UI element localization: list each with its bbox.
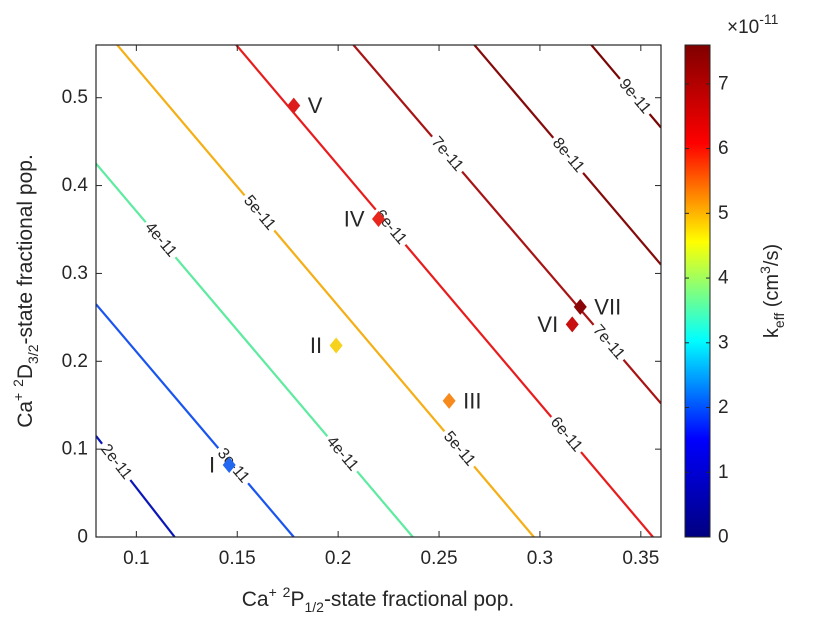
x-title-rest: -state fractional pop. bbox=[324, 588, 514, 611]
point-I bbox=[222, 456, 236, 473]
y-title-sup2: 2 bbox=[10, 379, 26, 387]
x-tick-label: 0.25 bbox=[421, 548, 458, 569]
point-VII bbox=[573, 298, 587, 315]
colorbar-title: keff (cm3/s) bbox=[757, 244, 787, 338]
colorbar-tick-label: 6 bbox=[718, 138, 729, 159]
contour-label-bg bbox=[545, 131, 591, 180]
contour-label-bg bbox=[319, 429, 365, 478]
point-label-VI: VI bbox=[537, 312, 558, 337]
contour-line-3e-11 bbox=[96, 303, 295, 537]
colorbar-title-unit: (cm bbox=[761, 274, 783, 313]
contour-line-6e-11 bbox=[234, 45, 654, 537]
y-tick-label: 0.5 bbox=[62, 87, 88, 108]
point-V bbox=[287, 97, 301, 114]
x-tick-label: 0.15 bbox=[219, 548, 256, 569]
contour-label-bg bbox=[94, 437, 139, 487]
colorbar-title-end: /s) bbox=[761, 244, 783, 266]
colorbar-title-sup: 3 bbox=[757, 266, 773, 274]
y-title-sup1: + bbox=[10, 393, 26, 401]
x-tick-label: 0.2 bbox=[325, 548, 351, 569]
y-title-letter: D bbox=[14, 364, 37, 379]
contour-label-bg bbox=[612, 72, 658, 121]
contour-label-bg bbox=[585, 318, 632, 367]
point-IV bbox=[372, 210, 385, 227]
contour-label-bg bbox=[236, 188, 282, 237]
point-label-V: V bbox=[308, 93, 323, 118]
x-tick-label: 0.1 bbox=[123, 548, 149, 569]
colorbar-title-sub: eff bbox=[771, 313, 787, 328]
plot-background bbox=[96, 45, 661, 537]
y-tick-label: 0 bbox=[77, 527, 88, 548]
x-title-sup2: 2 bbox=[283, 584, 291, 600]
y-axis-title: Ca+ 2D3/2-state fractional pop. bbox=[10, 154, 41, 428]
colorbar-exponent-base: ×10 bbox=[727, 17, 759, 38]
y-tick-label: 0.2 bbox=[62, 351, 88, 372]
colorbar-tick-label: 1 bbox=[718, 462, 729, 483]
y-title-base: Ca bbox=[14, 401, 37, 428]
point-II bbox=[329, 337, 343, 354]
y-tick-label: 0.1 bbox=[62, 439, 88, 460]
colorbar-tick-label: 4 bbox=[718, 268, 729, 289]
x-tick-label: 0.3 bbox=[527, 548, 553, 569]
point-label-I: I bbox=[209, 452, 215, 477]
y-title-sub: 3/2 bbox=[25, 344, 41, 364]
x-tick-label: 0.35 bbox=[622, 548, 659, 569]
contour-label-bg bbox=[424, 130, 470, 179]
colorbar-tick-label: 0 bbox=[718, 527, 729, 548]
point-III bbox=[442, 392, 456, 409]
contour-label-bg bbox=[138, 215, 184, 264]
colorbar-title-k: k bbox=[761, 327, 783, 338]
point-VI bbox=[565, 316, 579, 333]
x-title-sup1: + bbox=[269, 584, 277, 600]
x-axis-title: Ca+ 2P1/2-state fractional pop. bbox=[242, 584, 514, 615]
y-tick-label: 0.3 bbox=[62, 263, 88, 284]
colorbar-tick-label: 3 bbox=[718, 332, 729, 353]
y-title-rest: -state fractional pop. bbox=[14, 154, 37, 344]
x-title-sub: 1/2 bbox=[304, 599, 324, 615]
contour-label-bg bbox=[436, 424, 482, 473]
colorbar-tick-label: 7 bbox=[718, 73, 729, 94]
contour-label-bg bbox=[543, 410, 589, 459]
y-tick-label: 0.4 bbox=[62, 175, 89, 196]
point-label-III: III bbox=[463, 388, 481, 413]
point-label-II: II bbox=[310, 333, 322, 358]
colorbar-exponent: ×10-11 bbox=[727, 11, 779, 38]
point-label-IV: IV bbox=[344, 206, 365, 231]
x-title-base: Ca bbox=[242, 588, 269, 611]
x-title-letter: P bbox=[290, 588, 304, 611]
plot-frame bbox=[95, 44, 662, 538]
colorbar bbox=[684, 44, 711, 538]
colorbar-tick-label: 2 bbox=[718, 397, 729, 418]
colorbar-tick-label: 5 bbox=[718, 203, 729, 224]
point-label-VII: VII bbox=[594, 294, 621, 319]
colorbar-exponent-power: -11 bbox=[759, 11, 778, 27]
